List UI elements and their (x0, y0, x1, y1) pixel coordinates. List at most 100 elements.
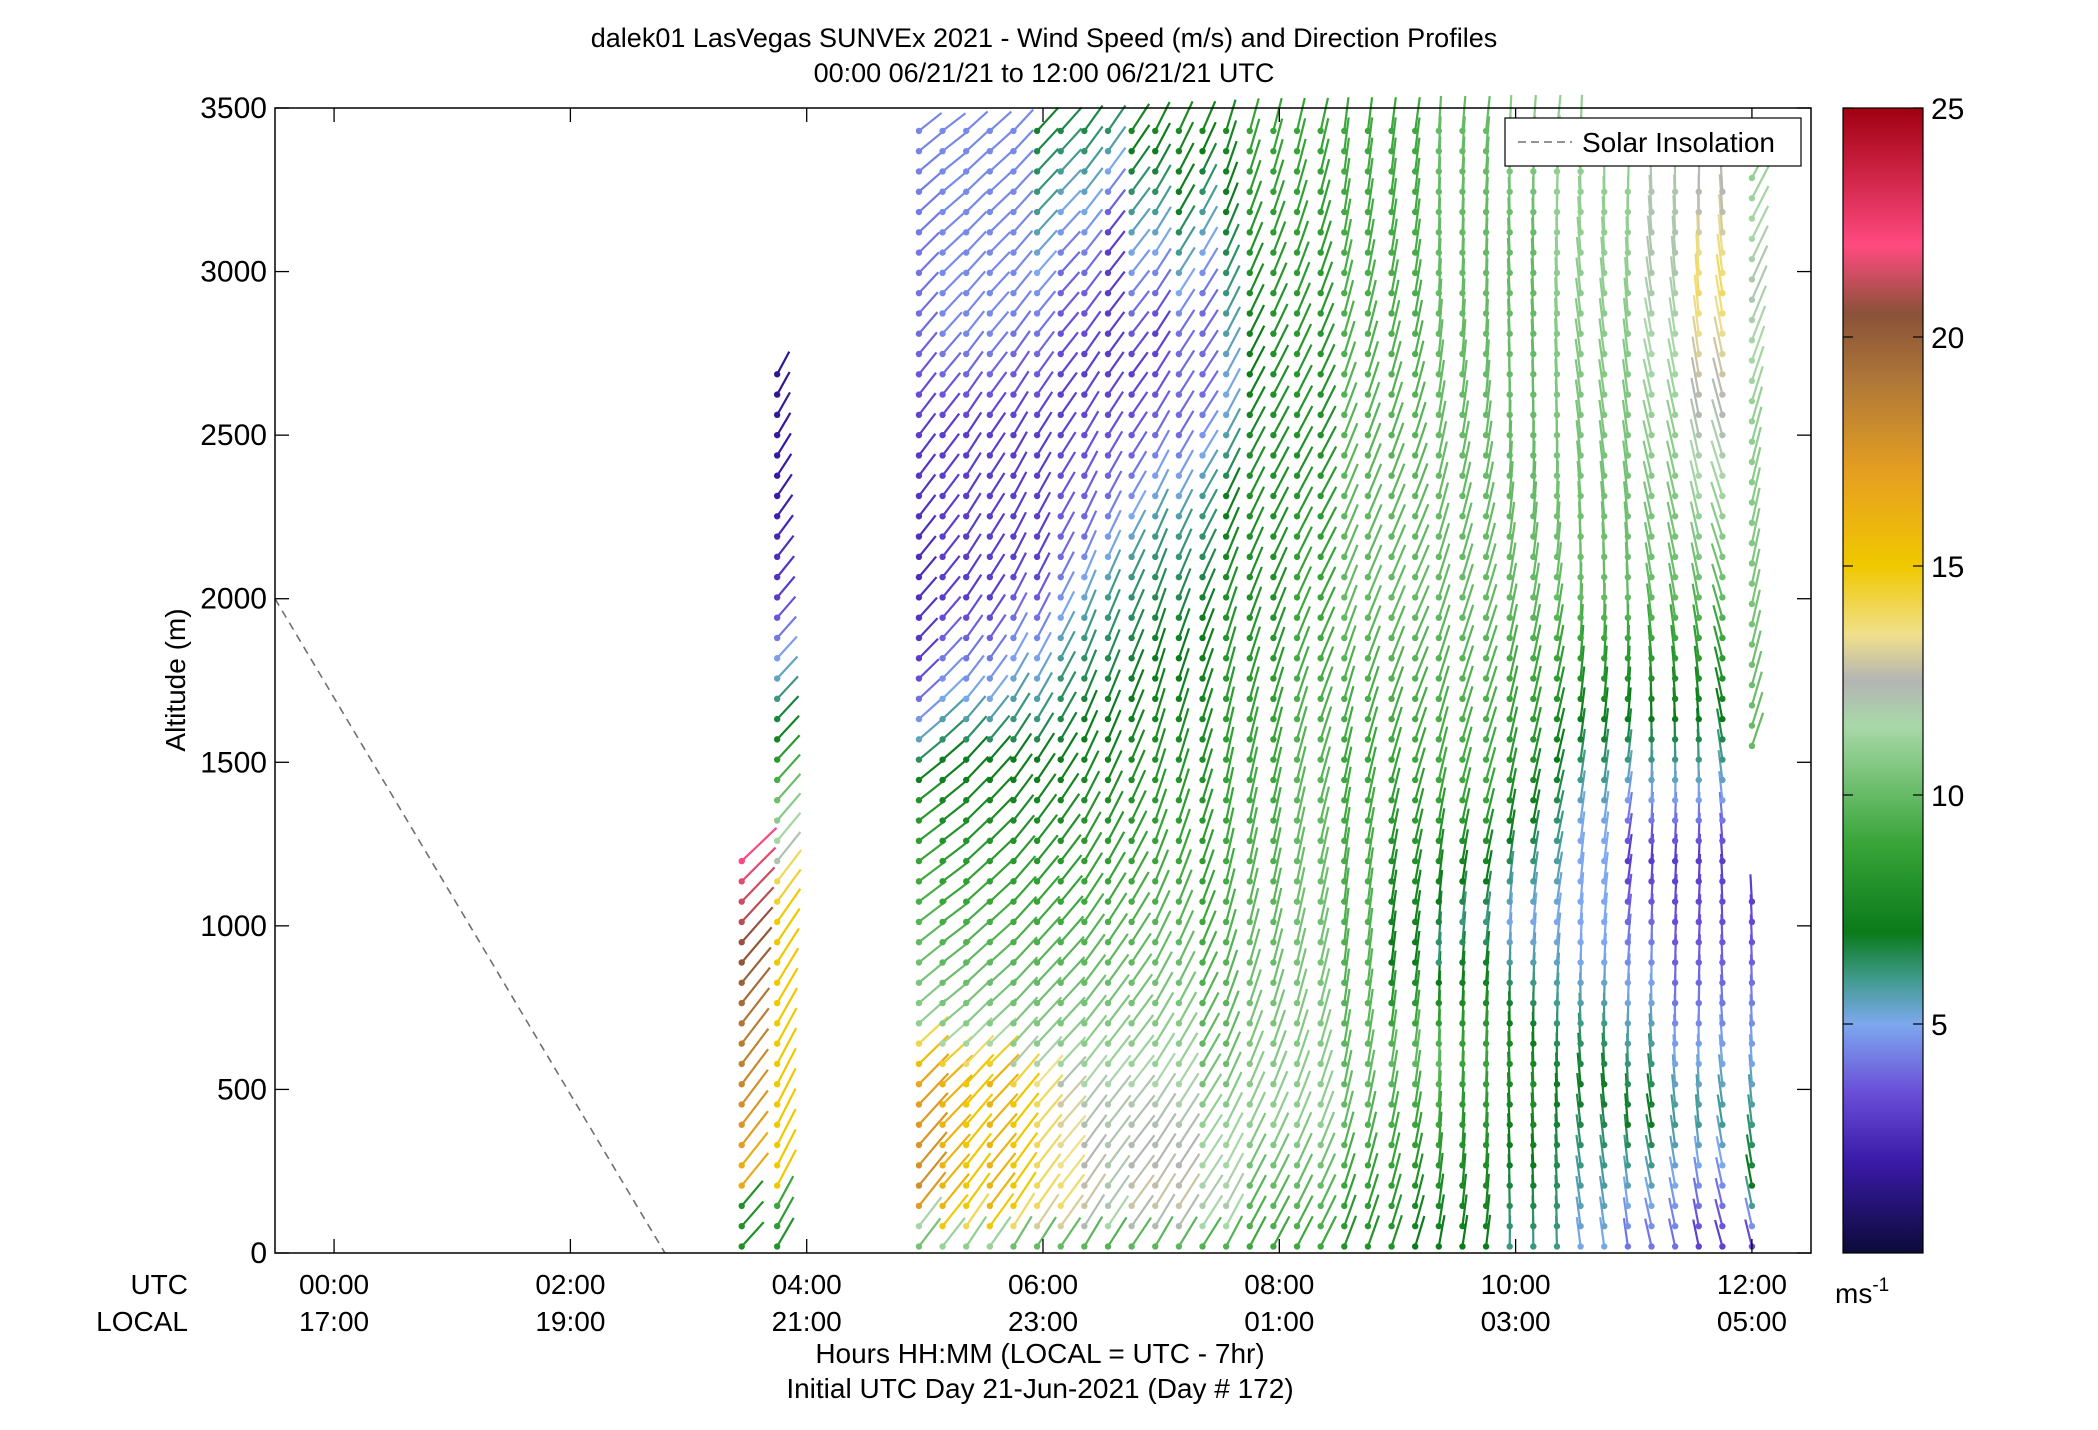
wind-barb-point (1128, 939, 1134, 945)
wind-barb-point (1270, 189, 1276, 195)
wind-barb-point (1436, 574, 1442, 580)
wind-barb-shaft (919, 312, 937, 334)
wind-barb-point (1648, 898, 1654, 904)
wind-barb-point (939, 1101, 945, 1107)
wind-barb-point (1223, 838, 1229, 844)
wind-barb-point (1176, 1020, 1182, 1026)
wind-barb-point (1058, 209, 1064, 215)
wind-barb-point (1034, 736, 1040, 742)
wind-barb-point (1719, 412, 1725, 418)
wind-barb-point (1719, 1203, 1725, 1209)
wind-barb-point (1530, 1040, 1536, 1046)
wind-barb-point (1010, 249, 1016, 255)
wind-barb-point (1105, 1081, 1111, 1087)
wind-barb-point (916, 493, 922, 499)
wind-barb-point (1010, 1081, 1016, 1087)
wind-barb-shaft (1061, 231, 1080, 252)
wind-barb-shaft (919, 618, 938, 638)
wind-barb-point (1223, 513, 1229, 519)
wind-barb-point (1412, 655, 1418, 661)
wind-barb-point (1176, 594, 1182, 600)
wind-barb-point (1294, 635, 1300, 641)
wind-barb-point (1388, 980, 1394, 986)
wind-barb-shaft (777, 696, 798, 719)
wind-barb-point (1507, 696, 1513, 702)
wind-barb-point (1010, 290, 1016, 296)
wind-barb-point (1749, 378, 1755, 384)
wind-barb-point (1672, 838, 1678, 844)
wind-barb-point (1530, 1081, 1536, 1087)
wind-barb-point (1034, 939, 1040, 945)
wind-barb-point (1483, 675, 1489, 681)
wind-barb-point (1696, 1101, 1702, 1107)
wind-barb-point (1105, 189, 1111, 195)
wind-barb-shaft (943, 678, 964, 699)
wind-barb-point (1696, 655, 1702, 661)
wind-barb-shaft (1061, 170, 1081, 192)
wind-barb-point (1317, 939, 1323, 945)
wind-barb-point (1577, 513, 1583, 519)
wind-barb-point (1388, 574, 1394, 580)
wind-barb-point (1507, 1081, 1513, 1087)
wind-barb-shaft (919, 1172, 946, 1206)
wind-barb-point (916, 817, 922, 823)
wind-barb-point (1152, 1142, 1158, 1148)
wind-barb-shaft (966, 1173, 990, 1206)
wind-barb-point (1317, 371, 1323, 377)
wind-barb-point (1058, 777, 1064, 783)
wind-barb-point (1554, 594, 1560, 600)
wind-barb-point (1554, 838, 1560, 844)
wind-barb-shaft (777, 850, 801, 881)
wind-barb-point (1436, 838, 1442, 844)
wind-barb-point (916, 1182, 922, 1188)
wind-barb-point (1648, 249, 1654, 255)
wind-barb-shaft (990, 1173, 1015, 1206)
wind-barb-point (1648, 980, 1654, 986)
wind-barb-point (1749, 1040, 1755, 1046)
wind-barb-point (1719, 696, 1725, 702)
wind-barb-point (1341, 878, 1347, 884)
wind-barb-point (939, 1040, 945, 1046)
wind-barb-point (1223, 1203, 1229, 1209)
wind-barb-point (963, 513, 969, 519)
wind-barb-point (1081, 412, 1087, 418)
wind-barb-point (1696, 1020, 1702, 1026)
wind-barb-shaft (777, 352, 789, 375)
utc-tick-label: 04:00 (772, 1269, 842, 1300)
wind-barb-point (1105, 898, 1111, 904)
wind-barb-point (1459, 635, 1465, 641)
wind-barb-point (1696, 959, 1702, 965)
wind-barb-point (1530, 756, 1536, 762)
wind-barb-point (1601, 919, 1607, 925)
wind-barb-point (1176, 391, 1182, 397)
wind-barb-shaft (943, 739, 967, 760)
wind-barb-point (1388, 493, 1394, 499)
wind-barb-point (963, 1081, 969, 1087)
wind-barb-point (1247, 858, 1253, 864)
wind-barb-point (739, 1223, 745, 1229)
wind-barb-shaft (943, 800, 969, 820)
wind-barb-point (1507, 980, 1513, 986)
wind-barb-point (1696, 635, 1702, 641)
wind-barb-point (1749, 722, 1755, 728)
wind-barb-point (1341, 614, 1347, 620)
wind-barb-point (1436, 310, 1442, 316)
wind-barb-point (1341, 452, 1347, 458)
wind-barb-point (1749, 1061, 1755, 1067)
wind-barb-point (1223, 1182, 1229, 1188)
wind-barb-point (774, 614, 780, 620)
wind-barb-point (1696, 1223, 1702, 1229)
wind-barb-point (1365, 1122, 1371, 1128)
wind-barb-point (1483, 533, 1489, 539)
wind-barb-point (1294, 290, 1300, 296)
wind-barb-shaft (1037, 997, 1061, 1023)
wind-barb-point (1459, 209, 1465, 215)
wind-barb-point (1719, 838, 1725, 844)
wind-barb-point (774, 1142, 780, 1148)
wind-barb-point (963, 493, 969, 499)
wind-barb-point (987, 229, 993, 235)
wind-barb-point (1507, 209, 1513, 215)
wind-barb-point (1648, 331, 1654, 337)
wind-barb-point (1412, 128, 1418, 134)
wind-barb-point (1459, 797, 1465, 803)
